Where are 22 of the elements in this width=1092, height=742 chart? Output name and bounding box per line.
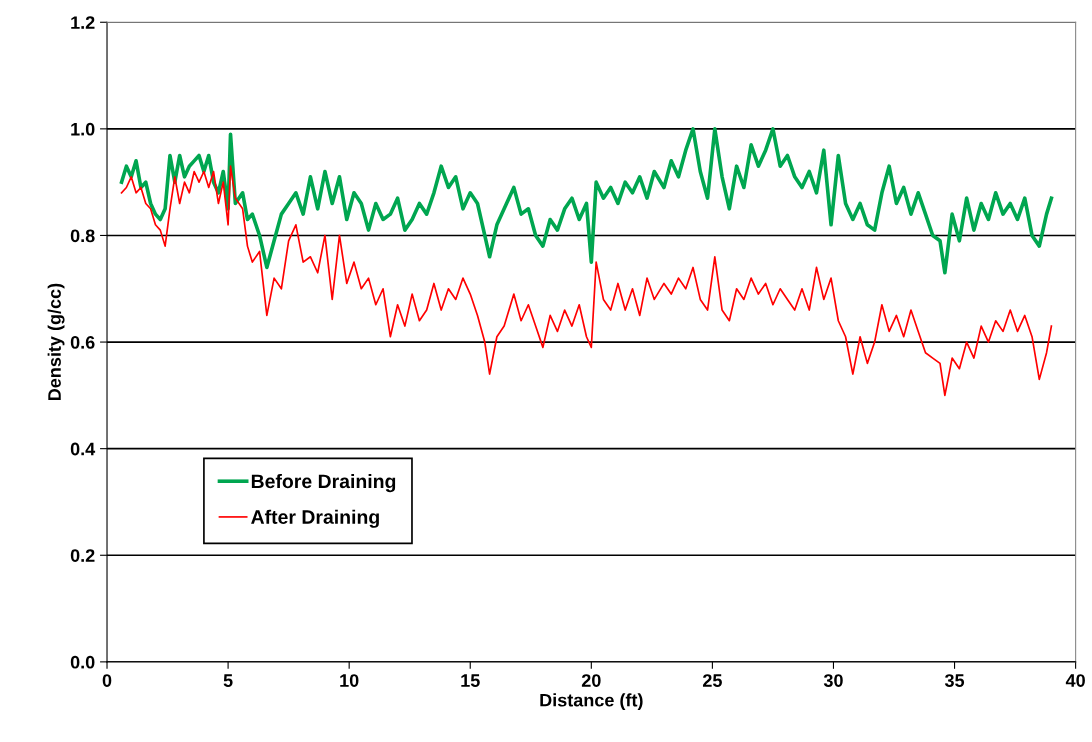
x-tick-label: 15 xyxy=(461,674,480,687)
x-tick-label: 10 xyxy=(340,674,359,687)
x-tick-label: 5 xyxy=(223,674,233,687)
y-tick-label: 1.2 xyxy=(71,16,95,29)
y-tick-label: 0.4 xyxy=(70,442,96,456)
y-tick-label: 1.0 xyxy=(71,122,95,136)
line-series xyxy=(119,127,1054,275)
x-tick-label: 0 xyxy=(102,674,112,687)
x-tick-label: 30 xyxy=(823,674,843,687)
legend-label: Before Draining xyxy=(251,473,396,493)
x-tick-label: 35 xyxy=(944,674,965,687)
x-tick-label: 40 xyxy=(1065,674,1085,687)
y-axis-title: Density (g/cc) xyxy=(47,283,65,401)
x-axis-title: Distance (ft) xyxy=(540,693,643,711)
x-tick-label: 25 xyxy=(702,674,722,687)
line-series xyxy=(120,165,1053,397)
legend-label: After Draining xyxy=(251,509,379,528)
y-tick-label: 0.8 xyxy=(70,229,95,243)
y-tick-label: 0.0 xyxy=(70,655,95,669)
y-tick-label: 0.6 xyxy=(70,336,95,349)
y-tick-label: 0.2 xyxy=(70,549,95,562)
x-tick-label: 20 xyxy=(581,674,601,687)
